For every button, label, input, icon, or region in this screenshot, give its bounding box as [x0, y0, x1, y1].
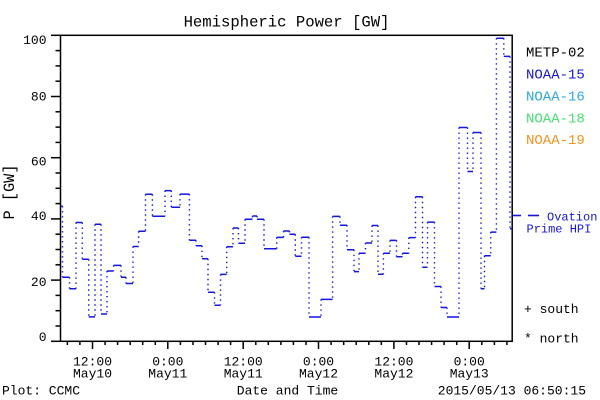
svg-text:May13: May13	[450, 366, 489, 381]
svg-text:Hemispheric Power [GW]: Hemispheric Power [GW]	[184, 14, 390, 32]
svg-text:METP-02: METP-02	[526, 46, 585, 62]
svg-text:Prime HPI: Prime HPI	[527, 223, 592, 237]
svg-text:12:00: 12:00	[73, 355, 112, 370]
svg-text:Date and Time: Date and Time	[237, 384, 338, 399]
svg-text:0:00: 0:00	[303, 355, 334, 370]
svg-text:20: 20	[31, 275, 47, 290]
svg-text:0:00: 0:00	[454, 355, 485, 370]
svg-text:0:00: 0:00	[152, 355, 183, 370]
svg-text:60: 60	[31, 155, 47, 170]
svg-text:12:00: 12:00	[374, 355, 413, 370]
svg-text:May10: May10	[73, 366, 112, 381]
svg-text:0: 0	[39, 330, 47, 345]
svg-text:80: 80	[31, 90, 47, 105]
svg-text:* north: * north	[524, 332, 579, 347]
svg-text:12:00: 12:00	[224, 355, 263, 370]
svg-text:May11: May11	[224, 366, 263, 381]
svg-text:NOAA-15: NOAA-15	[526, 68, 585, 84]
svg-text:P [GW]: P [GW]	[1, 164, 19, 219]
svg-text:+ south: + south	[524, 302, 579, 317]
svg-text:May12: May12	[374, 366, 413, 381]
svg-text:2015/05/13 06:50:15: 2015/05/13 06:50:15	[438, 384, 586, 399]
svg-text:Ovation: Ovation	[547, 211, 597, 225]
svg-text:Plot: CCMC: Plot: CCMC	[2, 384, 80, 399]
svg-text:100: 100	[23, 33, 46, 48]
svg-text:May11: May11	[148, 366, 187, 381]
svg-text:NOAA-19: NOAA-19	[526, 133, 585, 149]
svg-text:NOAA-18: NOAA-18	[526, 111, 585, 127]
svg-text:40: 40	[31, 209, 47, 224]
svg-text:NOAA-16: NOAA-16	[526, 90, 585, 106]
svg-text:May12: May12	[299, 366, 338, 381]
